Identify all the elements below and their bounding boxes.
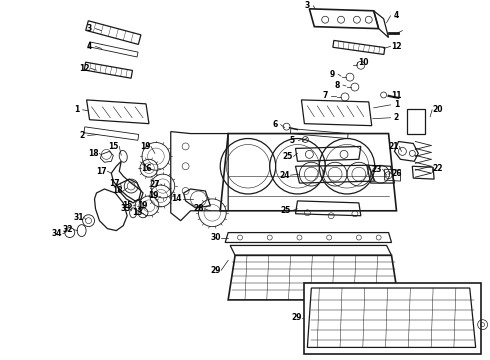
Text: 4: 4 [394, 11, 399, 20]
Text: 6: 6 [272, 120, 277, 129]
Text: 8: 8 [334, 81, 340, 90]
Text: 26: 26 [391, 169, 402, 178]
Text: 30: 30 [210, 233, 221, 242]
Text: 17: 17 [96, 167, 107, 176]
Text: 34: 34 [51, 229, 62, 238]
Text: 13: 13 [132, 208, 142, 217]
Text: 5: 5 [290, 136, 295, 145]
Bar [304, 283, 481, 354]
Text: 9: 9 [329, 70, 335, 79]
Text: 10: 10 [359, 58, 369, 67]
Text: 29: 29 [291, 313, 302, 322]
Text: 23: 23 [371, 165, 382, 174]
Text: 19: 19 [147, 192, 158, 201]
Text: 12: 12 [391, 42, 402, 51]
Text: 20: 20 [433, 105, 443, 114]
Text: 31: 31 [74, 213, 84, 222]
Text: 19: 19 [137, 201, 147, 210]
Text: 2: 2 [394, 113, 399, 122]
Text: 19: 19 [140, 142, 150, 151]
Text: 1: 1 [394, 100, 399, 109]
Text: 16: 16 [141, 164, 151, 173]
Text: 33: 33 [121, 204, 131, 213]
Text: 18: 18 [112, 186, 122, 195]
Text: 11: 11 [391, 91, 402, 100]
Text: 21: 21 [388, 142, 399, 151]
Text: 4: 4 [87, 42, 92, 51]
Text: 3: 3 [87, 24, 92, 33]
Text: 29: 29 [210, 266, 221, 275]
Text: 27: 27 [149, 180, 160, 189]
Text: 17: 17 [109, 179, 120, 188]
Text: 25: 25 [280, 206, 291, 215]
Text: 3: 3 [305, 1, 310, 10]
Text: 32: 32 [63, 225, 73, 234]
Text: 1: 1 [74, 105, 79, 114]
Text: 22: 22 [433, 164, 443, 173]
Text: 24: 24 [279, 171, 290, 180]
Text: 2: 2 [79, 131, 84, 140]
Text: 12: 12 [79, 64, 90, 73]
Text: 25: 25 [282, 152, 293, 161]
Text: 18: 18 [88, 149, 99, 158]
Text: 15: 15 [108, 142, 119, 151]
Text: 28: 28 [193, 204, 204, 213]
Text: 15: 15 [122, 201, 132, 210]
Text: 7: 7 [322, 91, 328, 100]
Text: 14: 14 [172, 194, 182, 203]
